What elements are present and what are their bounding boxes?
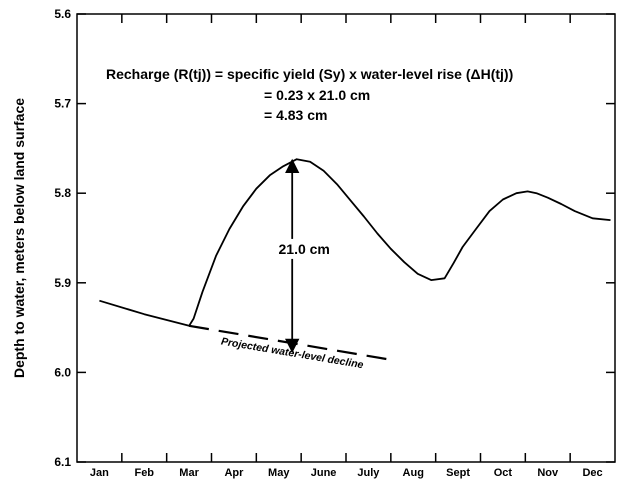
y-tick-label: 6.1 — [54, 455, 71, 469]
x-tick-label: Feb — [134, 467, 154, 479]
equation-line-2: = 0.23 x 21.0 cm — [264, 87, 370, 103]
water-level-line — [99, 158, 611, 327]
x-tick-label: May — [268, 467, 290, 479]
x-tick-label: Jan — [90, 467, 109, 479]
x-tick-label: Sept — [446, 467, 470, 479]
y-tick-label: 5.9 — [54, 276, 71, 290]
x-tick-label: Aug — [403, 467, 424, 479]
y-tick-label: 6.0 — [54, 365, 71, 379]
x-tick-label: Dec — [582, 467, 602, 479]
series-layer — [99, 158, 611, 361]
x-tick-label: Oct — [494, 467, 513, 479]
x-tick-label: July — [357, 467, 380, 479]
rise-label: 21.0 cm — [279, 241, 330, 257]
x-tick-label: Mar — [179, 467, 199, 479]
equation-line-3: = 4.83 cm — [264, 107, 327, 123]
y-axis-label: Depth to water, meters below land surfac… — [11, 98, 27, 378]
x-axis: Jan Feb Mar Apr May June July Aug Sept Oct Nov Dec — [90, 14, 603, 479]
y-tick-label: 5.7 — [54, 97, 71, 111]
x-tick-label: June — [311, 467, 337, 479]
equation-line-1: Recharge (R(tj)) = specific yield (Sy) x… — [106, 66, 513, 82]
y-axis: 5.6 5.7 5.8 5.9 6.0 6.1 — [54, 7, 615, 469]
y-tick-label: 5.8 — [54, 186, 71, 200]
x-tick-label: Apr — [224, 467, 244, 479]
rise-label-background — [264, 238, 345, 259]
x-tick-label: Nov — [537, 467, 559, 479]
y-tick-label: 5.6 — [54, 7, 71, 21]
